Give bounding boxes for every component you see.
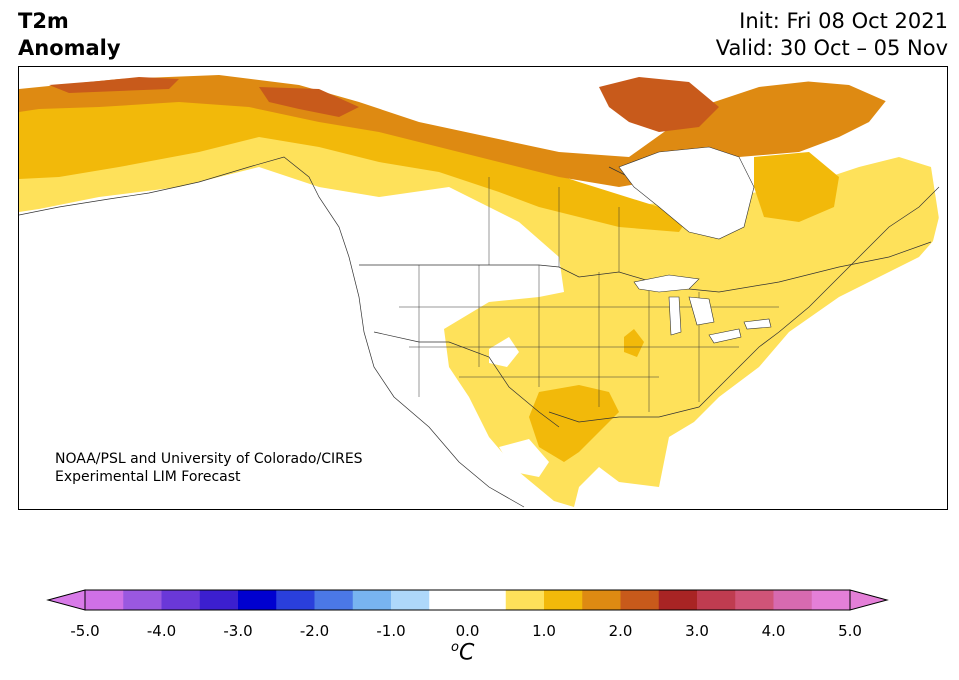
colorbar-tick-label: 0.0 <box>455 622 480 640</box>
colorbar-cell <box>429 590 468 610</box>
init-date: Init: Fri 08 Oct 2021 <box>739 9 948 33</box>
colorbar-cell <box>85 590 124 610</box>
colorbar-outline <box>84 589 851 611</box>
colorbar-tick-label: -4.0 <box>146 622 177 640</box>
forecast-dates: Init: Fri 08 Oct 2021 Valid: 30 Oct – 05… <box>716 8 948 62</box>
anomaly-region-orange-quebec <box>754 152 839 222</box>
colorbar-tick-label: -1.0 <box>376 622 406 640</box>
coastline-west <box>19 156 525 508</box>
colorbar-cell <box>582 590 621 610</box>
colorbar-cell <box>391 590 430 610</box>
lake-ontario <box>743 318 772 330</box>
great-lakes <box>633 274 772 344</box>
colorbar-tick-label: 5.0 <box>838 622 862 640</box>
colorbar <box>46 589 889 611</box>
colorbar-extend-high <box>849 589 889 611</box>
anomaly-region-orange-ozark <box>624 329 644 357</box>
colorbar-tick-label: 3.0 <box>685 622 709 640</box>
colorbar-tick-label: 1.0 <box>532 622 556 640</box>
map-canvas <box>19 67 947 509</box>
anomaly-region-orange-north <box>19 79 689 232</box>
anomaly-region-redorange-arctic <box>49 77 179 93</box>
arctic-water-1 <box>349 67 439 89</box>
colorbar-cell <box>735 590 774 610</box>
colorbar-ticks: -5.0 -4.0 -3.0 -2.0 -1.0 0.0 1.0 2.0 3.0 4.0 5.0 <box>0 622 959 642</box>
state-lines <box>399 177 779 412</box>
title-variable: T2m <box>18 9 69 33</box>
colorbar-cell <box>276 590 315 610</box>
anomaly-hole-mexico <box>499 439 549 477</box>
colorbar-tick-label: -3.0 <box>223 622 253 640</box>
colorbar-cell <box>658 590 698 610</box>
anomaly-map <box>18 66 948 510</box>
anomaly-hole-rockies <box>489 337 519 367</box>
colorbar-cell <box>697 590 736 610</box>
colorbar-cell <box>161 590 201 610</box>
valid-date: Valid: 30 Oct – 05 Nov <box>715 36 948 60</box>
lake-erie <box>708 328 742 344</box>
east-coast <box>778 186 940 333</box>
colorbar-cell <box>238 590 277 610</box>
colorbar-cell <box>505 590 545 610</box>
colorbar-tick-label: 4.0 <box>761 622 786 640</box>
colorbar-units: oC <box>451 640 474 665</box>
credit-line-1: NOAA/PSL and University of Colorado/CIRE… <box>55 451 363 467</box>
arctic-water-3 <box>489 67 579 89</box>
title-anomaly: Anomaly <box>18 36 121 60</box>
hudson-bay <box>618 146 755 240</box>
credit-line-2: Experimental LIM Forecast <box>55 469 241 485</box>
colorbar-tick-label: -2.0 <box>299 622 330 640</box>
anomaly-region-redorange-north2 <box>259 87 359 117</box>
colorbar-cells <box>85 590 851 610</box>
colorbar-cell <box>620 590 660 610</box>
plot-title: T2m Anomaly <box>18 8 121 62</box>
arctic-water-2 <box>739 67 947 127</box>
lake-huron <box>688 296 715 326</box>
colorbar-cell <box>123 590 162 610</box>
us-canada-border <box>359 241 932 293</box>
anomaly-region-orange-texas <box>529 385 619 462</box>
colorbar-cell <box>544 590 583 610</box>
lake-michigan <box>668 296 682 336</box>
colorbar-tick-label: 2.0 <box>608 622 633 640</box>
gulf-coast <box>548 331 780 423</box>
colorbar-tick-label: -5.0 <box>70 622 100 640</box>
colorbar-extend-low <box>46 589 86 611</box>
degree-symbol: o <box>451 640 459 655</box>
colorbar-cell <box>314 590 354 610</box>
credit-text: NOAA/PSL and University of Colorado/CIRE… <box>55 450 363 486</box>
colorbar-cell <box>773 590 813 610</box>
anomaly-region-redorange-nunavut <box>599 77 719 132</box>
ocean-atlantic <box>719 217 947 509</box>
colorbar-cell <box>467 590 507 610</box>
units-label: C <box>458 640 475 666</box>
lake-superior <box>633 274 700 293</box>
anomaly-region-yellow-north <box>19 81 941 507</box>
colorbar-cell <box>352 590 392 610</box>
colorbar-cell <box>811 590 851 610</box>
colorbar-cell <box>199 590 239 610</box>
